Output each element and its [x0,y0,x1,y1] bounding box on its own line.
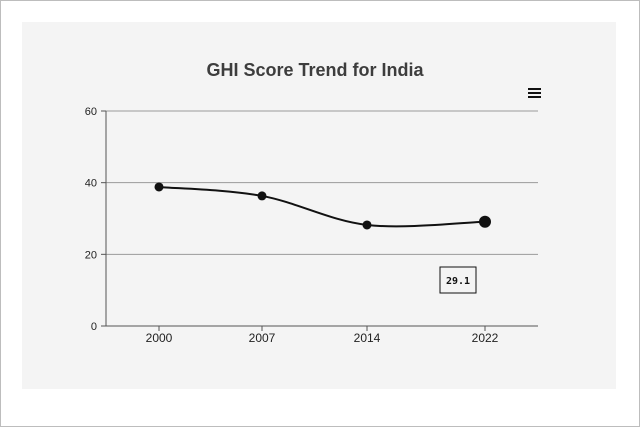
chart-panel [22,22,616,389]
series-line [158,185,486,228]
hamburger-menu-icon[interactable] [527,86,542,100]
x-tick-label: 2000 [146,331,173,345]
y-tick-label: 40 [85,178,97,190]
chart-title: GHI Score Trend for India [206,60,424,80]
y-tick-label: 0 [91,321,97,333]
data-point [154,182,164,192]
x-tick-label: 2014 [354,331,381,345]
tooltip-value: 29.1 [446,276,470,287]
data-point [479,215,491,228]
y-tick-label: 20 [85,249,97,261]
data-point [362,220,372,230]
data-point [257,191,267,201]
tooltip-box [439,266,477,294]
y-tick-label: 60 [85,106,97,118]
x-tick-label: 2007 [249,331,276,345]
x-tick-label: 2022 [472,331,499,345]
